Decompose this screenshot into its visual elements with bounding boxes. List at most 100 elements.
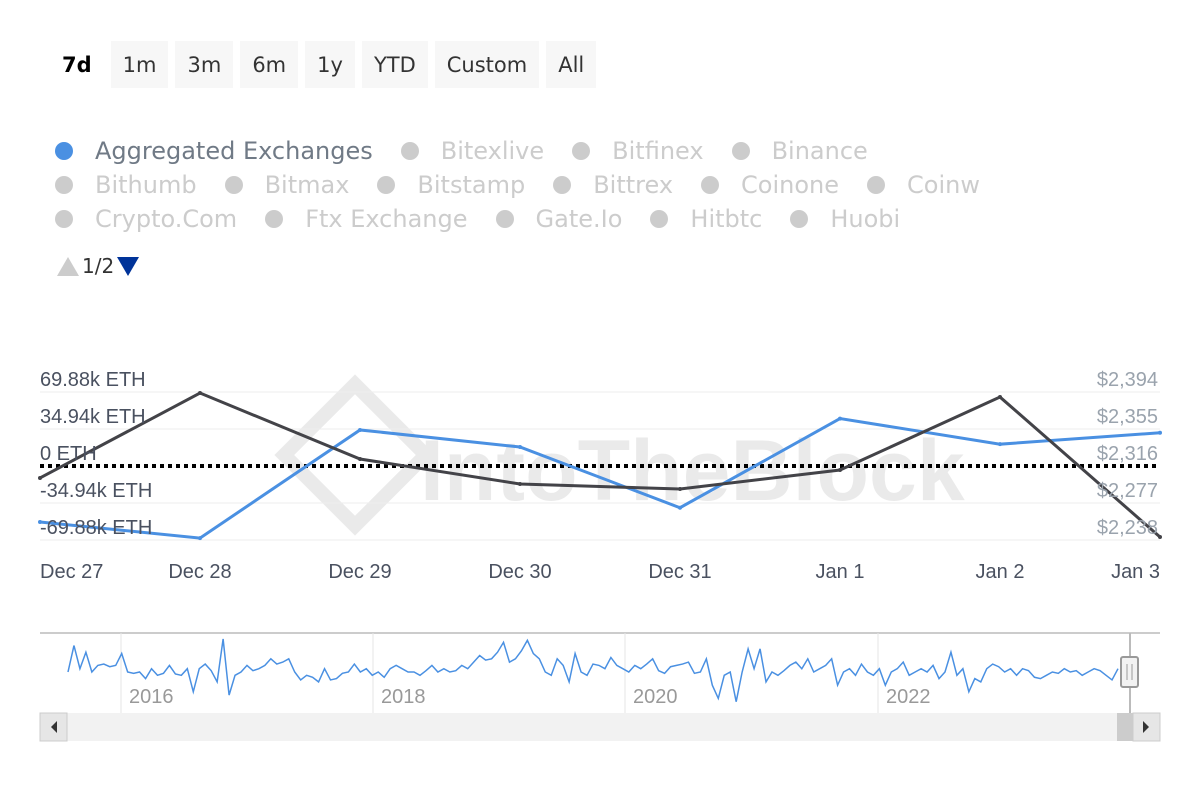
range-button-ytd[interactable]: YTD: [361, 41, 428, 88]
scrollbar-track[interactable]: [40, 713, 1160, 741]
data-point-price[interactable]: [38, 519, 42, 524]
x-axis-tick: Dec 28: [168, 561, 231, 583]
watermark-text: IntoTheBlock: [420, 423, 965, 519]
legend-item-coinw[interactable]: Coinw: [867, 171, 980, 199]
legend-label: Ftx Exchange: [305, 205, 468, 233]
x-axis-tick: Dec 29: [328, 561, 391, 583]
x-axis-tick: Dec 27: [40, 561, 103, 583]
legend-item-ftx-exchange[interactable]: Ftx Exchange: [265, 205, 468, 233]
range-selector: 7d 1m 3m 6m 1y YTD Custom All: [50, 41, 597, 88]
data-point-price[interactable]: [678, 505, 682, 510]
legend-item-huobi[interactable]: Huobi: [790, 205, 900, 233]
range-button-1y[interactable]: 1y: [305, 41, 355, 88]
data-point-netflow[interactable]: [358, 457, 362, 462]
legend-label: Aggregated Exchanges: [95, 137, 373, 165]
legend-label: Bithumb: [95, 171, 197, 199]
legend-label: Binance: [771, 137, 868, 165]
legend-row: Crypto.Com Ftx Exchange Gate.Io Hitbtc Huobi: [55, 202, 1175, 236]
left-axis-tick: 69.88k ETH: [40, 369, 146, 391]
legend-page-indicator: 1/2: [82, 254, 115, 278]
legend-dot-icon: [867, 176, 886, 194]
left-axis-tick: 34.94k ETH: [40, 406, 146, 428]
left-axis-tick: -69.88k ETH: [40, 517, 152, 539]
x-axis-tick: Jan 2: [976, 561, 1025, 583]
legend-item-bithumb[interactable]: Bithumb: [55, 171, 197, 199]
data-point-netflow[interactable]: [998, 395, 1002, 400]
data-point-price[interactable]: [358, 427, 362, 432]
scroll-left-button[interactable]: [39, 712, 68, 742]
data-point-netflow[interactable]: [838, 468, 842, 473]
scroll-right-button[interactable]: [1132, 712, 1161, 742]
legend-item-gate-io[interactable]: Gate.Io: [495, 205, 623, 233]
right-axis-tick: $2,238: [1097, 517, 1158, 539]
x-axis-tick: Jan 3: [1111, 561, 1160, 583]
legend: Aggregated Exchanges Bitexlive Bitfinex Bin…: [55, 134, 1175, 236]
legend-item-binance[interactable]: Binance: [731, 137, 868, 165]
navigator-handle[interactable]: [1120, 656, 1139, 688]
navigator-series: [67, 638, 1119, 702]
navigator-year-label: 2016: [129, 686, 174, 708]
data-point-price[interactable]: [198, 536, 202, 541]
watermark-logo: IntoTheBlock: [274, 374, 965, 536]
left-axis-tick: 0 ETH: [40, 443, 97, 465]
legend-item-bitfinex[interactable]: Bitfinex: [572, 137, 704, 165]
data-point-price[interactable]: [998, 442, 1002, 447]
legend-item-hitbtc[interactable]: Hitbtc: [650, 205, 762, 233]
legend-dot-icon: [731, 142, 750, 160]
legend-label: Gate.Io: [535, 205, 623, 233]
navigator-year-label: 2018: [381, 686, 426, 708]
legend-item-bitmax[interactable]: Bitmax: [224, 171, 350, 199]
legend-label: Crypto.Com: [95, 205, 238, 233]
legend-label: Huobi: [830, 205, 901, 233]
data-point-price[interactable]: [838, 416, 842, 421]
arrow-right-icon: [1143, 721, 1149, 733]
navigator-year-label: 2022: [886, 686, 931, 708]
right-axis-tick: $2,355: [1097, 406, 1158, 428]
x-axis-tick: Dec 31: [648, 561, 711, 583]
data-point-netflow[interactable]: [518, 482, 522, 487]
legend-dot-icon: [790, 210, 809, 228]
range-button-1m[interactable]: 1m: [110, 41, 169, 88]
legend-dot-icon: [224, 176, 243, 194]
data-point-netflow[interactable]: [1158, 534, 1162, 539]
left-axis-tick: -34.94k ETH: [40, 480, 152, 502]
legend-item-crypto-com[interactable]: Crypto.Com: [55, 205, 237, 233]
navigator-year-label: 2020: [633, 686, 678, 708]
legend-row: Aggregated Exchanges Bitexlive Bitfinex Bin…: [55, 134, 1175, 168]
legend-label: Coinone: [741, 171, 840, 199]
legend-item-bitexlive[interactable]: Bitexlive: [400, 137, 545, 165]
legend-dot-icon: [572, 142, 591, 160]
range-button-custom[interactable]: Custom: [434, 41, 540, 88]
series-line-price: [39, 417, 1161, 540]
legend-label: Bitmax: [264, 171, 350, 199]
legend-item-bitstamp[interactable]: Bitstamp: [377, 171, 525, 199]
legend-label: Bitstamp: [417, 171, 526, 199]
legend-dot-icon: [55, 142, 73, 160]
scrollbar-thumb[interactable]: [1117, 713, 1133, 741]
data-point-price[interactable]: [1158, 430, 1162, 435]
right-axis-tick: $2,277: [1097, 480, 1158, 502]
legend-dot-icon: [55, 176, 73, 194]
legend-pager: 1/2: [56, 254, 140, 278]
legend-dot-icon: [377, 176, 396, 194]
legend-dot-icon: [400, 142, 419, 160]
legend-item-bittrex[interactable]: Bittrex: [553, 171, 673, 199]
page-down-icon[interactable]: [116, 255, 140, 277]
range-button-3m[interactable]: 3m: [175, 41, 234, 88]
series-line-netflow: [39, 391, 1161, 539]
legend-dot-icon: [55, 210, 73, 228]
data-point-netflow[interactable]: [678, 486, 682, 491]
data-point-netflow[interactable]: [38, 475, 42, 480]
arrow-left-icon: [51, 721, 57, 733]
legend-item-aggregated-exchanges[interactable]: Aggregated Exchanges: [55, 137, 373, 165]
data-point-netflow[interactable]: [198, 391, 202, 396]
page-up-icon[interactable]: [56, 255, 80, 277]
range-button-6m[interactable]: 6m: [240, 41, 299, 88]
range-button-7d[interactable]: 7d: [50, 41, 104, 88]
x-axis-tick: Jan 1: [816, 561, 865, 583]
x-axis-tick: Dec 30: [488, 561, 551, 583]
range-button-all[interactable]: All: [546, 41, 597, 88]
data-point-price[interactable]: [518, 445, 522, 450]
legend-label: Bitexlive: [440, 137, 545, 165]
legend-item-coinone[interactable]: Coinone: [701, 171, 839, 199]
